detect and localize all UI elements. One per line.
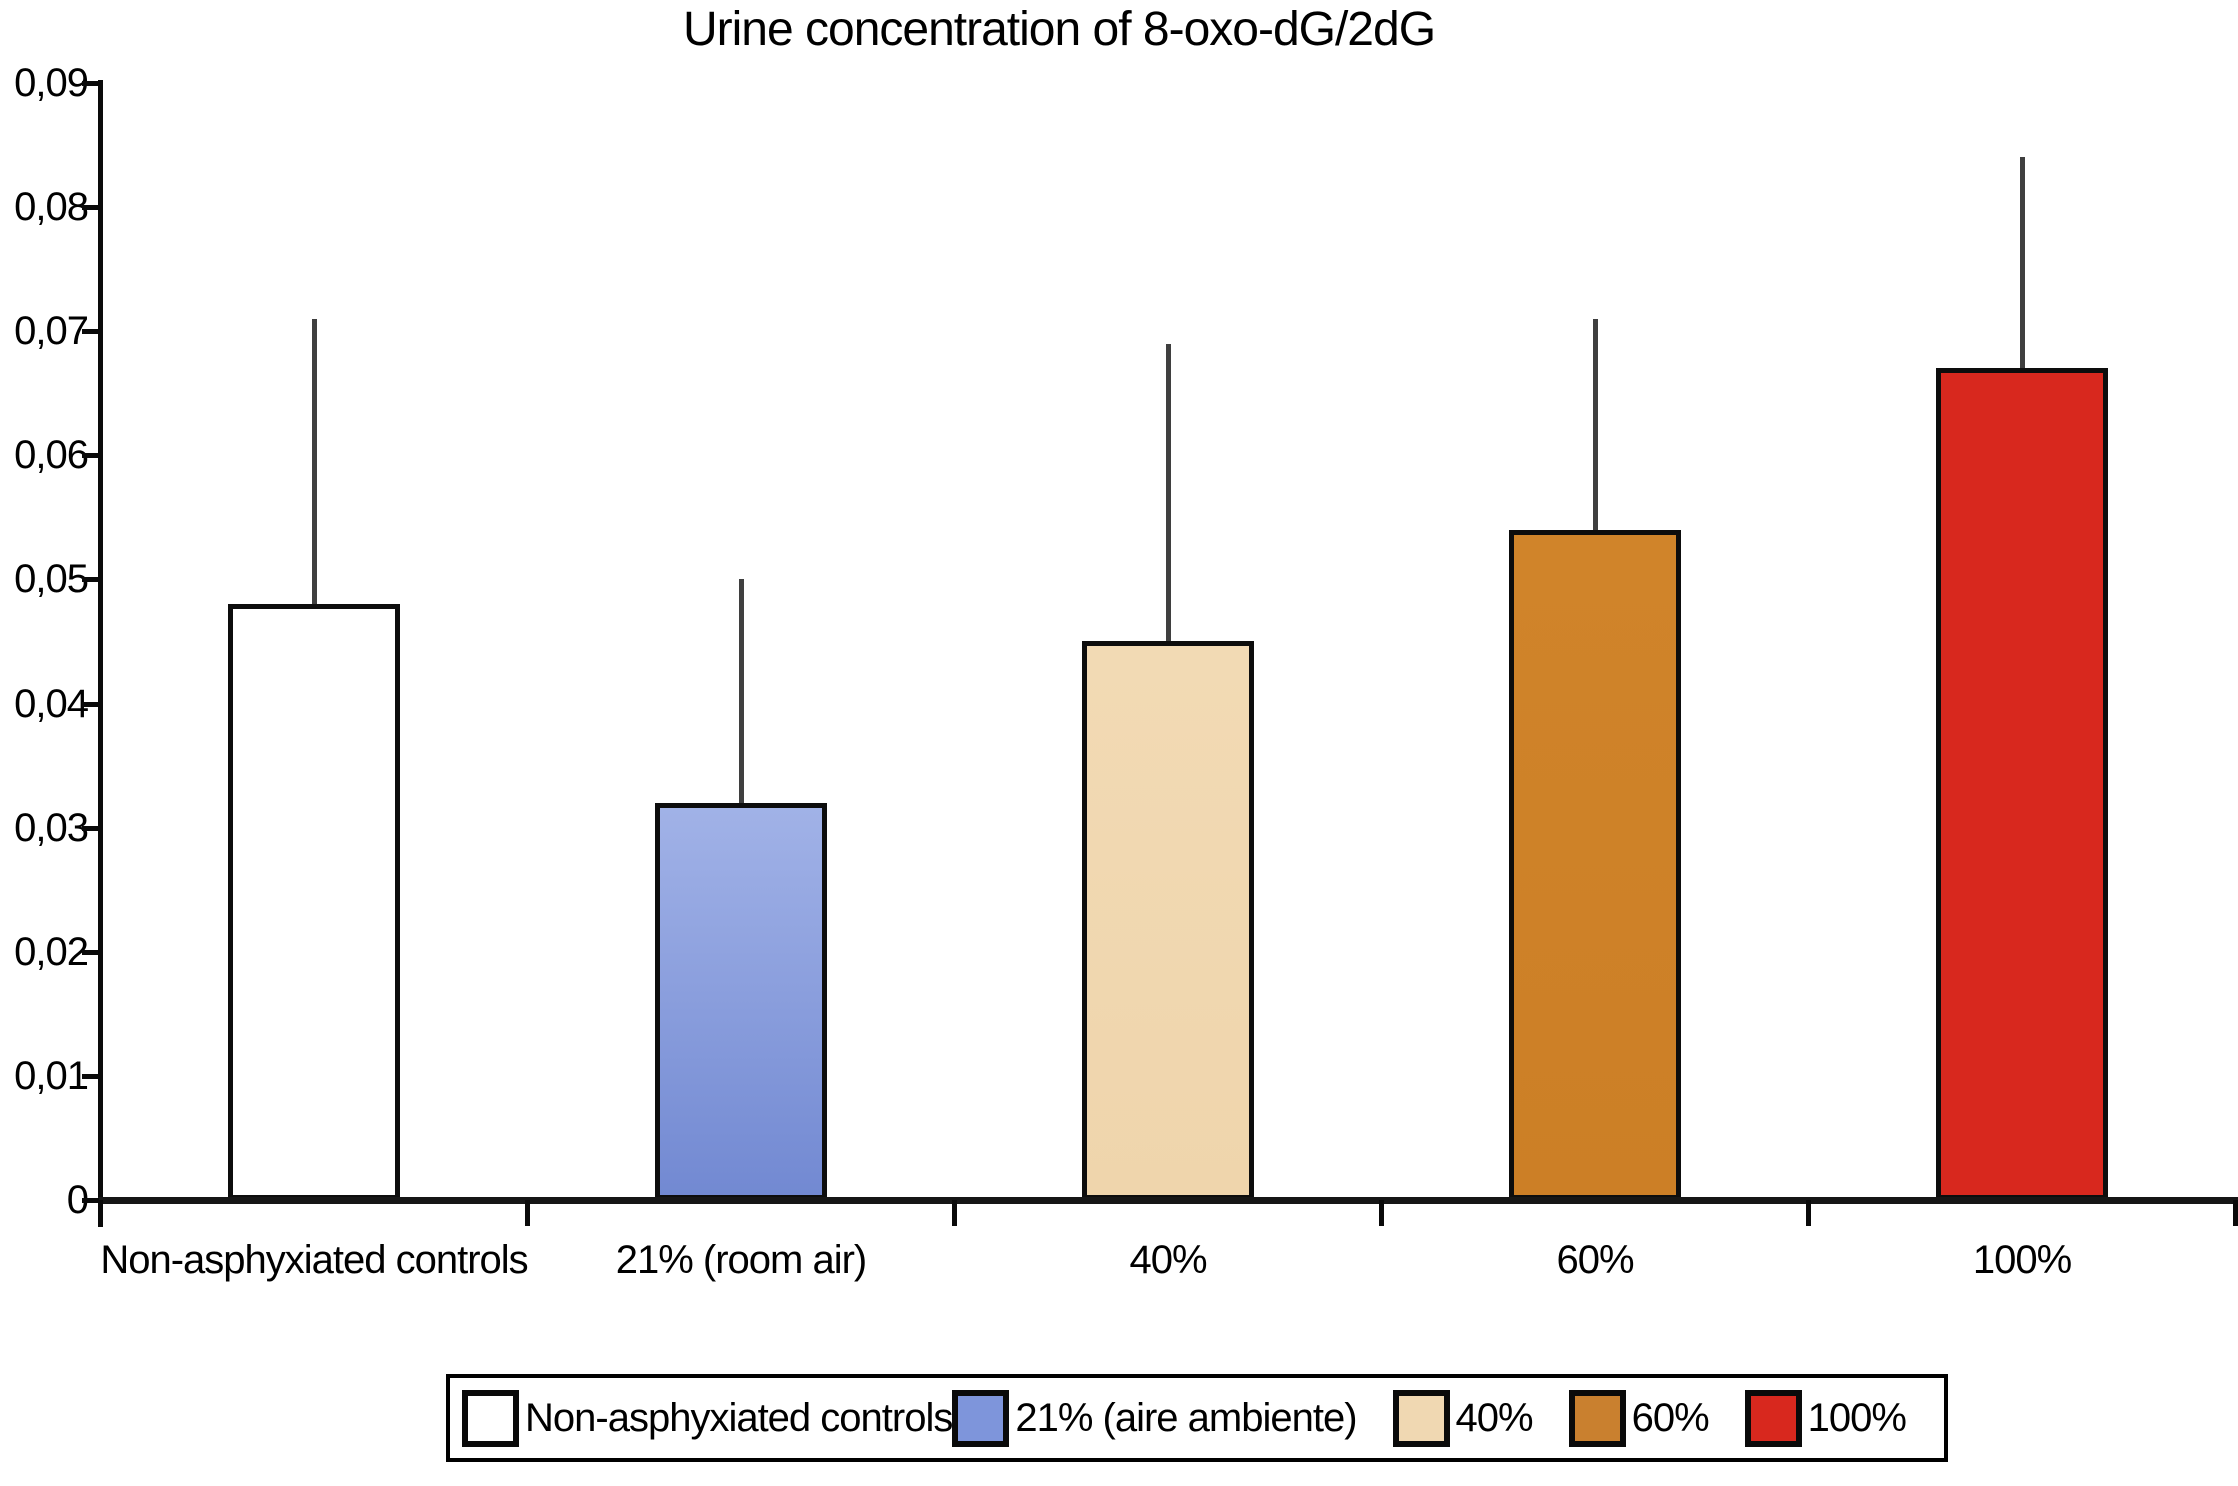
error-bar-non-asphyxiated-controls — [312, 319, 317, 616]
x-axis-tick — [525, 1200, 530, 1226]
legend-label: 100% — [1807, 1395, 1907, 1440]
y-axis-tick — [82, 453, 99, 458]
legend-label: 40% — [1455, 1395, 1534, 1440]
legend-label: Non-asphyxiated controls — [525, 1395, 953, 1440]
legend-item-non-asphyxiated-controls: Non-asphyxiated controls — [462, 1389, 953, 1447]
error-bar-21-room-air — [739, 579, 744, 815]
legend-item-60: 60% — [1568, 1389, 1710, 1447]
error-bar-100 — [2020, 157, 2025, 380]
bar-40 — [1082, 641, 1254, 1200]
y-axis-tick — [82, 329, 99, 334]
x-axis-label-non-asphyxiated-controls: Non-asphyxiated controls — [100, 1238, 528, 1282]
x-axis-label-100: 100% — [1972, 1238, 2072, 1282]
bar-non-asphyxiated-controls — [228, 604, 400, 1200]
x-axis-tick — [952, 1200, 957, 1226]
y-tick-label: 0,01 — [14, 1054, 89, 1098]
y-axis-tick — [82, 205, 99, 210]
y-tick-label: 0,04 — [14, 682, 89, 726]
y-tick-label: 0,08 — [14, 185, 89, 229]
legend-swatch-40 — [1392, 1389, 1450, 1447]
legend-swatch-100 — [1744, 1389, 1802, 1447]
legend: Non-asphyxiated controls 21% (aire ambien… — [446, 1374, 1948, 1462]
y-axis-tick — [82, 577, 99, 582]
bar-100 — [1936, 368, 2108, 1200]
error-bar-40 — [1166, 344, 1171, 653]
y-tick-label: 0,06 — [14, 433, 89, 477]
legend-swatch-non-asphyxiated-controls — [462, 1389, 519, 1447]
legend-item-21-aire-ambiente: 21% (aire ambiente) — [952, 1389, 1358, 1447]
x-axis-tick — [98, 1200, 103, 1226]
y-axis-tick — [82, 702, 99, 707]
y-axis-tick — [82, 81, 99, 86]
y-tick-label: 0,09 — [14, 61, 89, 105]
x-axis-line — [98, 1197, 2238, 1204]
y-tick-label: 0,02 — [14, 930, 89, 974]
y-axis-tick — [82, 950, 99, 955]
error-bar-60 — [1593, 319, 1598, 542]
y-axis-tick — [82, 1074, 99, 1079]
legend-item-40: 40% — [1392, 1389, 1534, 1447]
x-axis-label-21-room-air: 21% (room air) — [615, 1238, 868, 1282]
legend-swatch-60 — [1568, 1389, 1626, 1447]
y-tick-label: 0 — [66, 1178, 89, 1222]
y-tick-label: 0,07 — [14, 309, 89, 353]
legend-label: 21% (aire ambiente) — [1015, 1395, 1357, 1440]
x-axis-label-60: 60% — [1556, 1238, 1634, 1282]
legend-swatch-21-aire-ambiente — [952, 1389, 1010, 1447]
legend-label: 60% — [1631, 1395, 1710, 1440]
y-axis-tick — [82, 826, 99, 831]
y-tick-label: 0,05 — [14, 557, 89, 601]
y-tick-label: 0,03 — [14, 806, 89, 850]
legend-item-100: 100% — [1744, 1389, 1907, 1447]
x-axis-tick — [1379, 1200, 1384, 1226]
y-axis-line — [98, 80, 103, 1227]
x-axis-label-40: 40% — [1129, 1238, 1207, 1282]
x-axis-tick — [1806, 1200, 1811, 1226]
bar-60 — [1509, 530, 1681, 1200]
x-axis-tick — [2233, 1200, 2238, 1226]
chart-title: Urine concentration of 8-oxo-dG/2dG — [682, 3, 1436, 56]
bar-21-room-air — [655, 803, 827, 1200]
y-axis-tick — [82, 1198, 99, 1203]
